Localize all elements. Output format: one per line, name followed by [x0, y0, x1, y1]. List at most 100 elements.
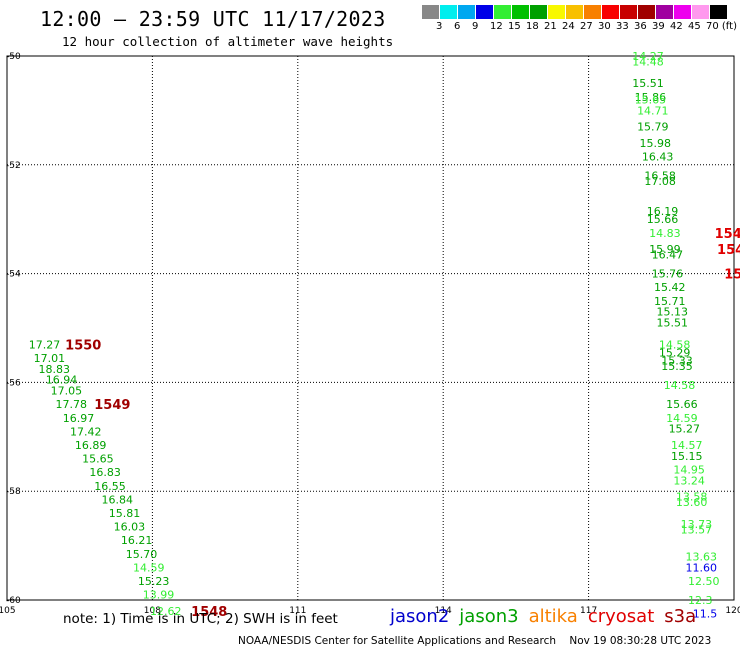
map-title: 12:00 – 23:59 UTC 11/17/2023	[40, 7, 386, 31]
legend-label: 24	[562, 21, 575, 32]
legend-swatch	[494, 5, 511, 19]
swh-value: 16.84	[102, 493, 134, 506]
legend-label: 6	[454, 21, 461, 32]
time-label: 1549	[715, 227, 740, 242]
legend-label: 3	[436, 21, 443, 32]
swh-value: 12.50	[688, 575, 720, 588]
legend-label: 12	[490, 21, 503, 32]
swh-value: 16.47	[652, 249, 684, 262]
legend-swatch	[440, 5, 457, 19]
legend-label: 70 (ft)	[706, 21, 737, 32]
swh-value: 13.60	[676, 496, 708, 509]
satellite-altika: altika	[528, 606, 578, 627]
swh-value: 14.71	[637, 104, 669, 117]
satellite-jason3: jason3	[459, 606, 519, 627]
legend-swatch	[638, 5, 655, 19]
legend-swatch	[566, 5, 583, 19]
note-text: note: 1) Time is in UTC; 2) SWH is in fe…	[63, 611, 338, 627]
swh-value: 17.01	[34, 352, 65, 365]
legend-swatch	[602, 5, 619, 19]
swh-value: 14.57	[671, 439, 703, 452]
swh-value: 15.29	[659, 346, 691, 359]
y-tick-label: -56	[6, 378, 21, 388]
swh-value: 16.21	[121, 534, 153, 547]
swh-value: 15.66	[666, 398, 698, 411]
time-label: 1548	[191, 605, 227, 620]
swh-value: 13.24	[673, 474, 705, 487]
swh-value: 15.99	[649, 243, 681, 256]
legend-swatch	[458, 5, 475, 19]
legend-label: 9	[472, 21, 479, 32]
legend-swatch	[476, 5, 493, 19]
time-label: 1549	[94, 398, 130, 413]
swh-value: 14.83	[649, 227, 681, 240]
legend-swatch	[584, 5, 601, 19]
legend-label: 30	[598, 21, 611, 32]
x-tick-label: 117	[580, 606, 597, 616]
x-tick-label: 120	[725, 606, 740, 616]
swh-value: 17.78	[55, 398, 87, 411]
x-tick-label: 108	[144, 606, 161, 616]
legend-label: 39	[652, 21, 665, 32]
swh-value: 16.58	[644, 170, 676, 183]
satellite-cryosat: cryosat	[587, 606, 655, 627]
swh-value: 15.35	[661, 360, 693, 373]
legend-swatch	[692, 5, 709, 19]
swh-value: 13.57	[681, 523, 713, 536]
swh-value: 16.43	[642, 151, 674, 164]
legend-swatch	[674, 5, 691, 19]
legend-label: 21	[544, 21, 557, 32]
swh-value: 11.60	[686, 561, 718, 574]
satellite-s3a: s3a	[664, 606, 697, 627]
legend-label: 18	[526, 21, 539, 32]
x-tick-label: 111	[289, 606, 306, 616]
swh-value: 14.58	[659, 338, 691, 351]
y-tick-label: -52	[6, 161, 21, 171]
y-tick-label: -60	[6, 596, 21, 606]
swh-value: 15.79	[637, 121, 669, 134]
satellite-jason2: jason2	[390, 606, 450, 627]
swh-value: 15.15	[671, 450, 703, 463]
swh-value: 15.42	[654, 281, 686, 294]
swh-value: 16.89	[75, 439, 107, 452]
legend-label: 36	[634, 21, 647, 32]
footer-credit: NOAA/NESDIS Center for Satellite Applica…	[238, 635, 712, 647]
y-tick-label: -54	[6, 270, 21, 280]
legend-label: 33	[616, 21, 629, 32]
swh-value: 12.62	[150, 605, 182, 618]
legend-label: 45	[688, 21, 701, 32]
swh-value: 17.27	[29, 338, 60, 351]
swh-value: 17.42	[70, 425, 102, 438]
swh-value: 14.48	[632, 55, 664, 68]
swh-value: 15.51	[656, 317, 688, 330]
map-subtitle: 12 hour collection of altimeter wave hei…	[62, 34, 394, 49]
swh-value: 16.03	[114, 521, 146, 534]
swh-value: 11.5	[693, 608, 718, 621]
swh-value: 14.58	[664, 379, 696, 392]
swh-value: 15.71	[654, 295, 686, 308]
swh-value: 16.83	[89, 466, 121, 479]
y-tick-label: -58	[6, 487, 21, 497]
y-tick-label: -50	[6, 52, 21, 62]
swh-value: 14.95	[673, 463, 705, 476]
satellite-legend: jason2 jason3 altika cryosat s3a	[390, 606, 706, 627]
legend-label: 15	[508, 21, 521, 32]
legend-swatch	[656, 5, 673, 19]
time-label: 1548	[724, 268, 740, 283]
swh-value: 15.76	[652, 268, 684, 281]
legend-swatch	[512, 5, 529, 19]
legend-swatch	[548, 5, 565, 19]
swh-value: 17.08	[644, 175, 676, 188]
x-tick-label: 114	[435, 606, 452, 616]
swh-value: 18.83	[39, 363, 71, 376]
swh-value: 15.51	[632, 77, 664, 90]
swh-value: 16.94	[46, 374, 77, 387]
swh-value: 13.99	[143, 589, 175, 602]
legend-label: 42	[670, 21, 683, 32]
swh-value: 14.59	[666, 412, 698, 425]
swh-value: 12.3	[688, 594, 713, 607]
swh-value: 13.58	[676, 491, 708, 504]
swh-value: 13.63	[686, 550, 718, 563]
swh-value: 13.73	[681, 518, 713, 531]
